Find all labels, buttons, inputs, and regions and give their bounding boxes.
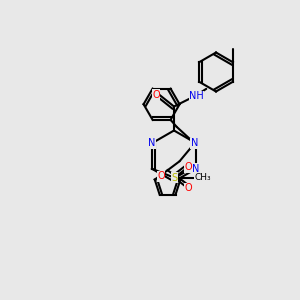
Text: O: O bbox=[184, 162, 192, 172]
Text: N: N bbox=[148, 138, 156, 148]
Text: S: S bbox=[171, 173, 178, 183]
Text: O: O bbox=[152, 89, 160, 100]
Text: N: N bbox=[192, 164, 200, 174]
Text: N: N bbox=[191, 138, 198, 148]
Text: CH₃: CH₃ bbox=[195, 173, 211, 182]
Text: O: O bbox=[158, 171, 165, 182]
Text: NH: NH bbox=[189, 91, 204, 101]
Text: O: O bbox=[184, 183, 192, 193]
